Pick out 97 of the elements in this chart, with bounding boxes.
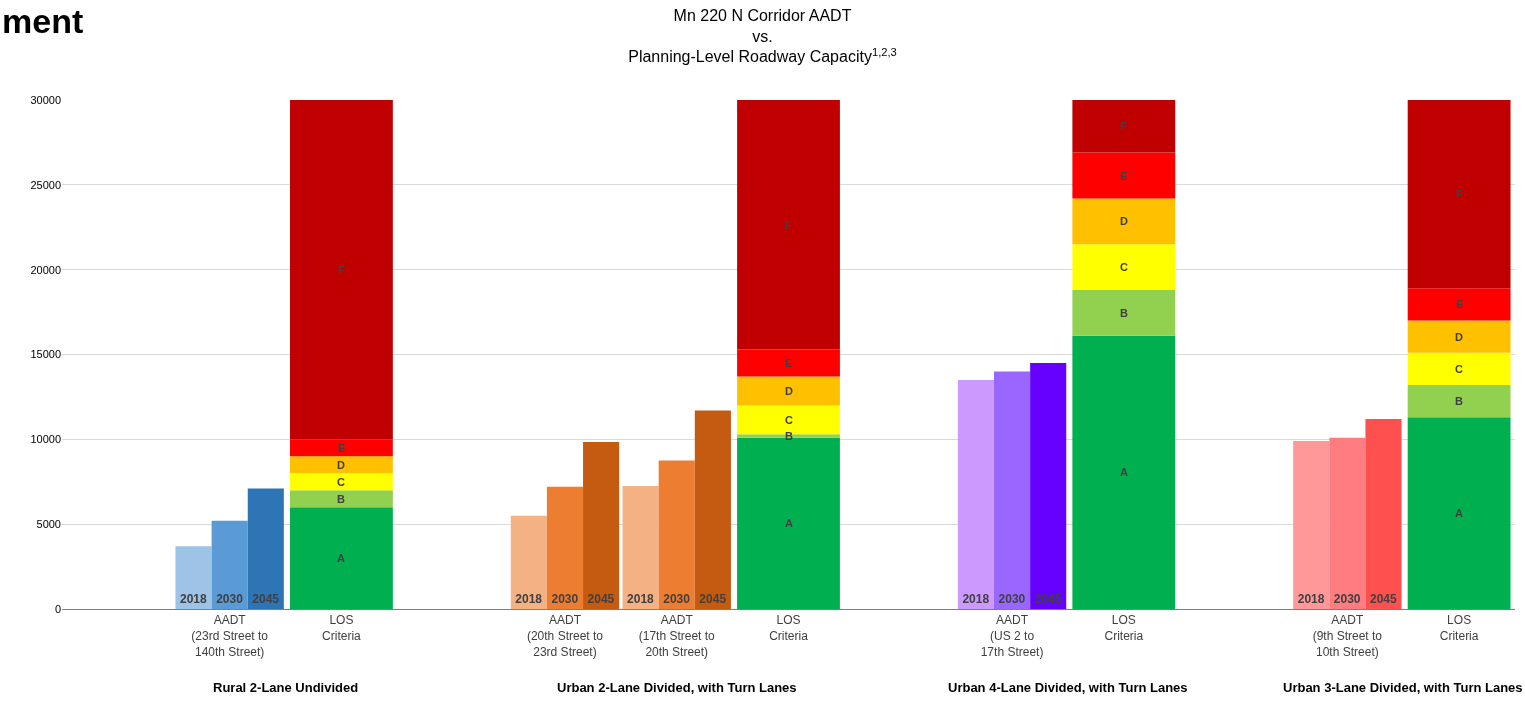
- bar: [1293, 441, 1330, 609]
- text: E: [785, 357, 793, 369]
- text: 2045: [1034, 592, 1062, 606]
- series-label: F: [1120, 120, 1127, 132]
- bar: [1072, 335, 1176, 609]
- text: Urban 4-Lane Divided, with Turn Lanes: [948, 680, 1188, 695]
- bar: [737, 376, 840, 406]
- y-tick-label: 15000: [30, 348, 61, 361]
- bar: [211, 520, 248, 609]
- text: Rural 2-Lane Undivided: [213, 680, 359, 695]
- bar: [510, 515, 547, 609]
- text: 2018: [962, 592, 990, 606]
- bar: [1407, 385, 1511, 418]
- series-label: 2030: [216, 592, 244, 606]
- text: ment: [2, 2, 84, 40]
- series-label: E: [338, 442, 346, 454]
- text: C: [1455, 363, 1463, 375]
- y-tick-label: 20000: [30, 263, 61, 276]
- bar: [737, 349, 840, 377]
- text: F: [785, 219, 792, 231]
- bar: [1407, 417, 1511, 609]
- bar: [658, 460, 695, 609]
- text: B: [337, 493, 345, 505]
- text: E: [1120, 170, 1128, 182]
- bar: [622, 485, 659, 609]
- text: B: [1455, 395, 1463, 407]
- text: 2018: [1297, 592, 1325, 606]
- bar: [1329, 437, 1366, 609]
- text: B: [1120, 307, 1128, 319]
- bar: [175, 546, 212, 609]
- text: E: [1456, 298, 1464, 310]
- bar: [247, 488, 284, 609]
- y-tick-label: 0: [54, 602, 61, 615]
- chart-title: Mn 220 N Corridor AADT vs. Planning-Level Roadway Capacity$^{1,2,3}$: [628, 6, 897, 66]
- text: A: [785, 517, 793, 529]
- series-label: 2018: [180, 592, 208, 606]
- bar: [737, 434, 840, 438]
- x-tick-label: LOS Criteria: [769, 613, 809, 643]
- x-tick-label: LOS Criteria: [1439, 613, 1479, 643]
- x-tick-label: AADT (9th Street to 10th Street): [1312, 613, 1383, 659]
- bar: [737, 100, 840, 350]
- bar: [290, 507, 393, 609]
- x-tick-label: AADT (US 2 to 17th Street): [980, 613, 1044, 659]
- bar: [1407, 288, 1511, 321]
- bar: [546, 486, 584, 609]
- bar: [957, 379, 994, 609]
- bar: [290, 473, 393, 491]
- bar: [1407, 320, 1511, 353]
- bar: [1407, 100, 1511, 289]
- bar: [1365, 418, 1402, 609]
- series-label: D: [337, 459, 345, 471]
- text: A: [1455, 507, 1463, 519]
- bar: [1072, 290, 1176, 336]
- text: 2018: [515, 592, 543, 606]
- text: D: [785, 385, 793, 397]
- y-tick-label: 25000: [30, 178, 61, 191]
- text: 2045: [587, 592, 615, 606]
- series-label: A: [337, 552, 345, 564]
- text: 2018: [627, 592, 654, 606]
- x-tick-label: AADT (20th Street to 23rd Street): [526, 613, 604, 659]
- text: F: [1456, 188, 1463, 200]
- text: 2030: [1333, 592, 1361, 606]
- bar: [1407, 352, 1511, 386]
- text: 2045: [699, 592, 727, 606]
- bar: [290, 100, 393, 440]
- bar: [1030, 362, 1067, 609]
- y-tick-label: 5000: [36, 518, 61, 531]
- series-label: 2045: [252, 592, 280, 606]
- bar: [290, 456, 393, 474]
- text: 2030: [663, 592, 690, 606]
- text: C: [1120, 261, 1128, 273]
- y-tick-label: 10000: [30, 433, 61, 446]
- y-tick-label: 30000: [30, 93, 61, 106]
- series-label: C: [337, 476, 345, 488]
- bar: [290, 439, 393, 457]
- text: 2030: [551, 592, 579, 606]
- x-tick-label: AADT (23rd Street to 140th Street): [191, 613, 269, 659]
- x-tick-label: LOS Criteria: [1104, 613, 1144, 643]
- text: C: [785, 414, 793, 426]
- bar: [1072, 244, 1176, 291]
- text: Urban 3-Lane Divided, with Turn Lanes: [1283, 680, 1523, 695]
- text: D: [1455, 331, 1463, 343]
- bar: [290, 490, 393, 508]
- text: A: [1120, 466, 1128, 478]
- text: D: [1120, 215, 1128, 227]
- text: F: [338, 264, 345, 276]
- text: 2030: [998, 592, 1026, 606]
- text: Urban 2-Lane Divided, with Turn Lanes: [557, 680, 797, 695]
- bar: [694, 410, 731, 609]
- bar: [1072, 152, 1176, 199]
- bar: [1072, 100, 1176, 153]
- bar: [1072, 198, 1176, 245]
- x-tick-label: LOS Criteria: [322, 613, 362, 643]
- text: 2045: [1369, 592, 1397, 606]
- bar: [993, 371, 1031, 609]
- bar: [583, 441, 620, 609]
- x-tick-label: AADT (17th Street to 20th Street): [638, 613, 716, 659]
